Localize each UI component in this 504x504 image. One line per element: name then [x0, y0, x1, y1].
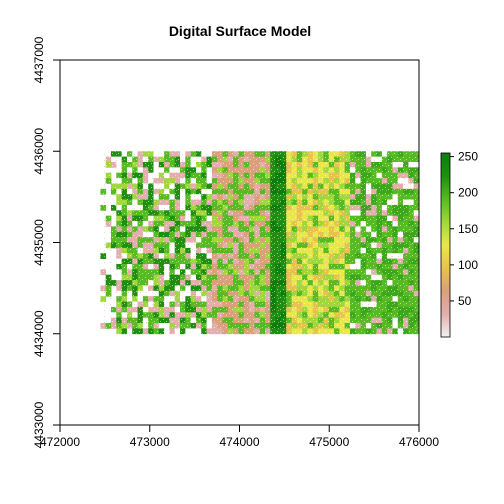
y-axis: 4433000 4434000 4435000 4436000 4437000: [32, 36, 61, 448]
legend-tick-label: 100: [458, 258, 478, 272]
x-tick-label: 476000: [399, 435, 439, 449]
y-tick-label: 4434000: [32, 310, 46, 357]
legend-colorbar: [441, 153, 450, 337]
raster-speckle: [100, 151, 419, 334]
legend: 50 100 150 200 250: [440, 150, 478, 338]
legend-tick-label: 50: [458, 294, 472, 308]
x-tick-label: 473000: [130, 435, 170, 449]
legend-tick-label: 200: [458, 186, 478, 200]
x-axis: 472000 473000 474000 475000 476000: [40, 424, 439, 449]
y-tick-label: 4437000: [32, 36, 46, 83]
x-tick-label: 474000: [219, 435, 259, 449]
x-tick-label: 472000: [40, 435, 80, 449]
legend-tick-label: 150: [458, 222, 478, 236]
legend-frame: [440, 152, 451, 338]
y-tick-label: 4436000: [32, 128, 46, 175]
y-tick-label: 4433000: [32, 401, 46, 448]
x-tick-label: 475000: [309, 435, 349, 449]
chart-title: Digital Surface Model: [169, 23, 311, 39]
y-tick-label: 4435000: [32, 219, 46, 266]
legend-tick-label: 250: [458, 150, 478, 164]
